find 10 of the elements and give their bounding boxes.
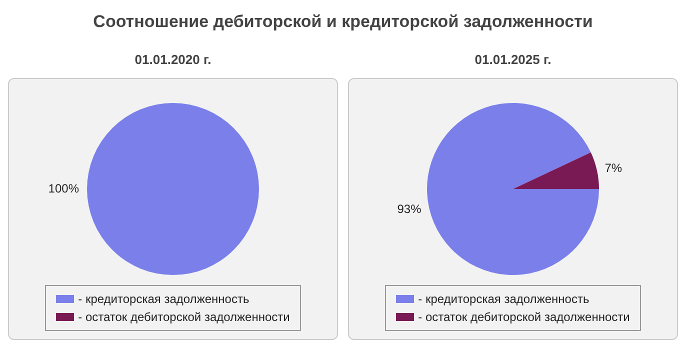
chart-subtitle: 01.01.2025 г. <box>474 52 552 69</box>
legend-label: - остаток дебиторской задолженности <box>78 310 290 324</box>
data-label: 100% <box>48 181 80 196</box>
data-label: 7% <box>604 160 622 175</box>
legend-label: - кредиторская задолженность <box>418 292 590 306</box>
chart-subtitle: 01.01.2020 г. <box>134 52 212 69</box>
data-label: 93% <box>397 202 422 216</box>
legend-label: - остаток дебиторской задолженности <box>418 310 630 324</box>
legend-label: - кредиторская задолженность <box>78 292 250 306</box>
text: Соотношение дебиторской и кредиторской задолженности <box>92 11 594 33</box>
